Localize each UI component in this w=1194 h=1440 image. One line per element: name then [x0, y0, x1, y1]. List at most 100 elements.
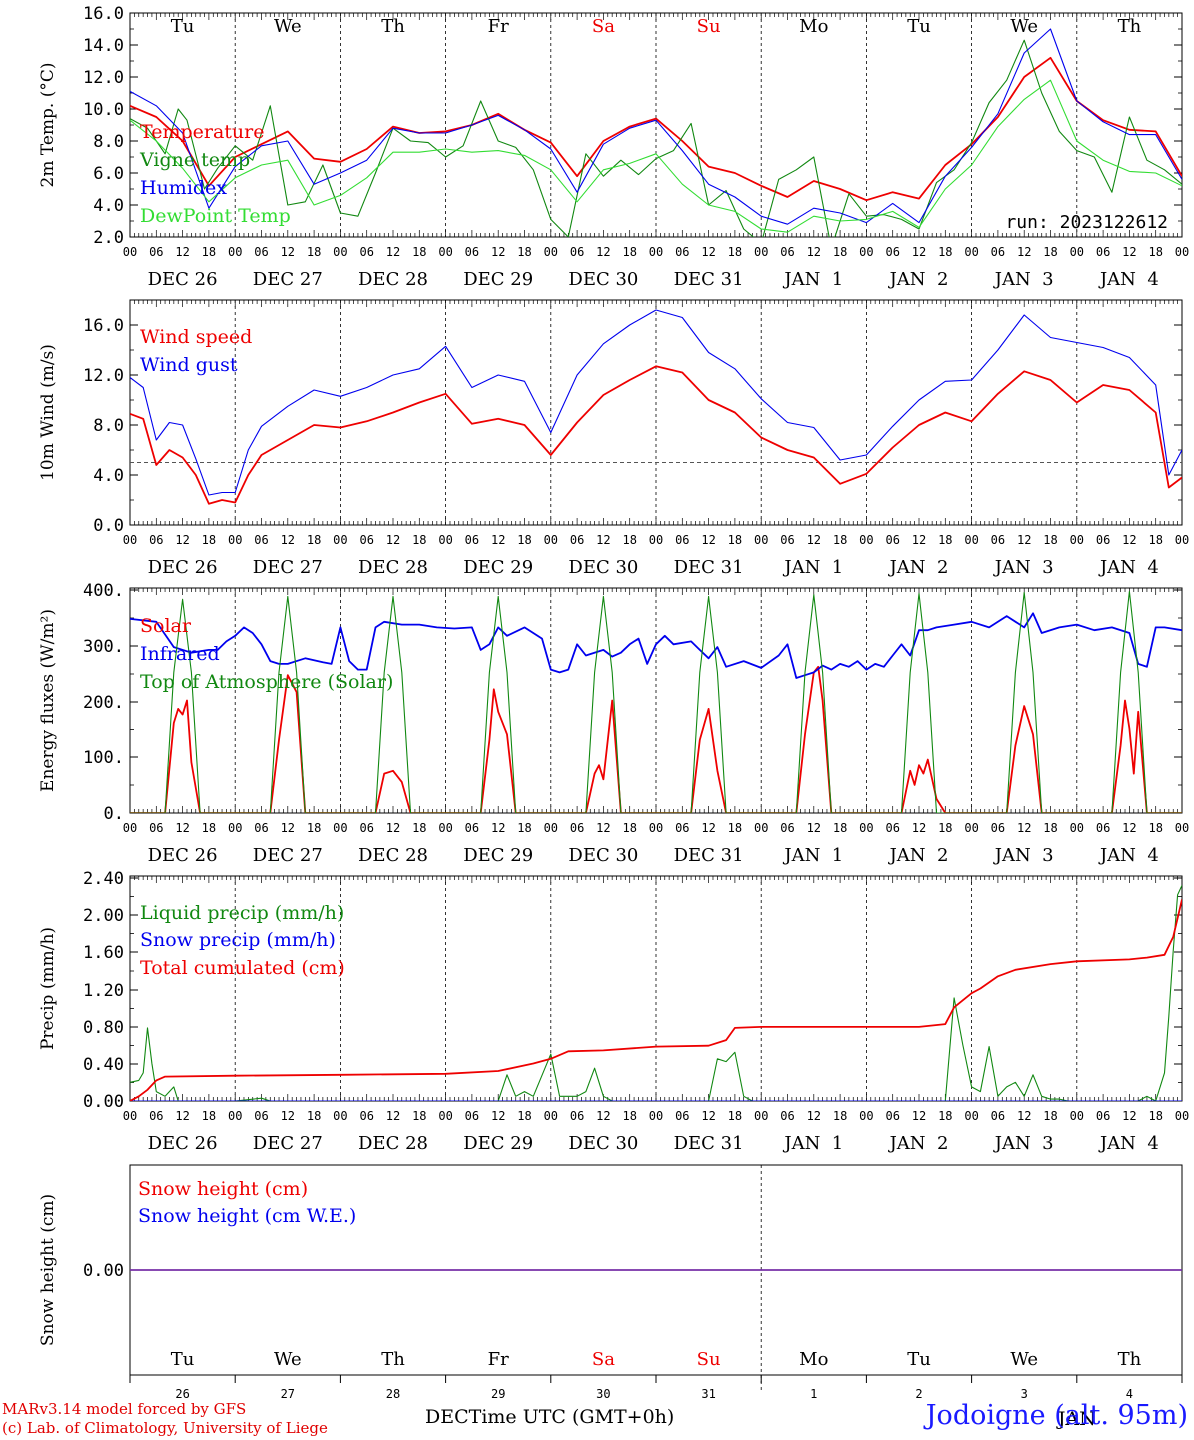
- hour-tick-label: 06: [570, 533, 584, 547]
- hour-tick-label: 06: [991, 245, 1005, 259]
- day-of-week-label: Fr: [488, 16, 509, 37]
- hour-tick-label: 12: [701, 533, 715, 547]
- hour-tick-label: 18: [1043, 533, 1057, 547]
- hour-tick-label: 00: [123, 821, 137, 835]
- hour-tick-label: 00: [964, 533, 978, 547]
- date-label: JAN 2: [888, 845, 949, 866]
- day-of-week-label: Sa: [592, 1349, 615, 1370]
- y-tick-label: 0.: [104, 804, 124, 824]
- day-of-week-label: Sa: [592, 16, 615, 37]
- day-of-week-label: We: [274, 16, 302, 37]
- date-label: JAN 2: [888, 557, 949, 578]
- date-label: DEC 27: [253, 845, 323, 866]
- hour-tick-label: 06: [149, 821, 163, 835]
- hour-tick-label: 00: [544, 533, 558, 547]
- hour-tick-label: 18: [622, 245, 636, 259]
- date-label: DEC 29: [463, 557, 533, 578]
- hour-tick-label: 18: [307, 821, 321, 835]
- hour-tick-label: 06: [780, 821, 794, 835]
- date-label: JAN 1: [782, 845, 843, 866]
- date-label: DEC 26: [148, 269, 218, 290]
- run-label: run: 2023122612: [1005, 212, 1168, 233]
- hour-tick-label: 18: [938, 1109, 952, 1123]
- hour-tick-label: 18: [412, 533, 426, 547]
- hour-tick-label: 18: [1148, 821, 1162, 835]
- hour-tick-label: 00: [438, 1109, 452, 1123]
- day-of-week-label: Tu: [907, 16, 931, 37]
- y-axis-label: 10m Wind (m/s): [38, 344, 58, 481]
- hour-tick-label: 00: [859, 1109, 873, 1123]
- hour-tick-label: 18: [833, 1109, 847, 1123]
- hour-tick-label: 00: [964, 821, 978, 835]
- day-number-label: 2: [915, 1387, 922, 1401]
- panel-precip: 0.00 0.40 0.80 1.20 1.60 2.00 2.40 Precip (mm/h…: [38, 869, 1189, 1154]
- hour-tick-label: 06: [991, 533, 1005, 547]
- legend-entry: DewPoint Temp: [140, 205, 291, 227]
- legend-entry: Vigne temp: [139, 149, 250, 171]
- hour-tick-label: 00: [333, 1109, 347, 1123]
- hour-tick-label: 18: [412, 1109, 426, 1123]
- hour-tick-label: 00: [649, 1109, 663, 1123]
- hour-tick-label: 00: [544, 1109, 558, 1123]
- hour-tick-label: 00: [123, 1109, 137, 1123]
- day-number-label: 31: [701, 1387, 715, 1401]
- hour-tick-label: 00: [544, 821, 558, 835]
- hour-tick-label: 06: [465, 533, 479, 547]
- hour-tick-label: 00: [859, 821, 873, 835]
- date-label: JAN 3: [993, 1133, 1054, 1154]
- hour-tick-label: 06: [1096, 245, 1110, 259]
- hour-tick-label: 06: [780, 1109, 794, 1123]
- date-label: DEC 28: [358, 845, 428, 866]
- hour-tick-label: 00: [859, 245, 873, 259]
- legend-entry: Solar: [140, 615, 192, 637]
- hour-tick-label: 12: [386, 821, 400, 835]
- legend-entry: Snow height (cm W.E.): [138, 1205, 356, 1227]
- hour-tick-label: 06: [675, 245, 689, 259]
- day-of-week-label: Fr: [488, 1349, 509, 1370]
- date-label: DEC 26: [148, 845, 218, 866]
- hour-tick-label: 06: [1096, 1109, 1110, 1123]
- hour-tick-label: 06: [465, 245, 479, 259]
- panel-temp: 2.0 4.0 6.0 8.0 10.0 12.0 14.0 16.0 2m Temp. (°C…: [38, 4, 1189, 290]
- hour-tick-label: 18: [728, 533, 742, 547]
- hour-tick-label: 06: [254, 533, 268, 547]
- y-tick-label: 12.0: [83, 68, 124, 88]
- station-label: Jodoigne (alt. 95m): [925, 1400, 1188, 1431]
- y-axis-label: 2m Temp. (°C): [38, 62, 58, 187]
- hour-tick-label: 06: [254, 1109, 268, 1123]
- hour-tick-label: 00: [228, 245, 242, 259]
- hour-tick-label: 00: [1175, 245, 1189, 259]
- hour-tick-label: 06: [675, 821, 689, 835]
- y-tick-label: 0.00: [83, 1261, 124, 1281]
- series-total-cumulated-cm: [130, 899, 1182, 1101]
- y-tick-label: 1.20: [83, 981, 124, 1001]
- hour-tick-label: 12: [491, 821, 505, 835]
- hour-tick-label: 06: [254, 245, 268, 259]
- hour-tick-label: 18: [833, 821, 847, 835]
- y-tick-label: 2.0: [93, 228, 124, 248]
- hour-tick-label: 12: [386, 1109, 400, 1123]
- date-label: JAN 1: [782, 1133, 843, 1154]
- date-label: DEC 30: [568, 269, 638, 290]
- date-label: JAN 1: [782, 557, 843, 578]
- y-tick-label: 0.00: [83, 1092, 124, 1112]
- hour-tick-label: 18: [1148, 245, 1162, 259]
- hour-tick-label: 06: [885, 821, 899, 835]
- y-tick-label: 10.0: [83, 100, 124, 120]
- hour-tick-label: 12: [596, 533, 610, 547]
- date-label: DEC 30: [568, 1133, 638, 1154]
- hour-tick-label: 18: [1043, 245, 1057, 259]
- date-label: JAN 4: [1098, 269, 1159, 290]
- hour-tick-label: 06: [570, 821, 584, 835]
- hour-tick-label: 06: [254, 821, 268, 835]
- panel-energy: 0. 100. 200. 300. 400. Energy fluxes (W/m²) 00…: [38, 581, 1189, 866]
- legend-entry: Infrared: [140, 643, 220, 665]
- date-label: DEC 27: [253, 269, 323, 290]
- hour-tick-label: 00: [1070, 245, 1084, 259]
- y-tick-label: 400.: [83, 581, 124, 601]
- hour-tick-label: 12: [175, 533, 189, 547]
- hour-tick-label: 12: [281, 1109, 295, 1123]
- hour-tick-label: 12: [281, 245, 295, 259]
- hour-tick-label: 06: [885, 1109, 899, 1123]
- hour-tick-label: 12: [807, 533, 821, 547]
